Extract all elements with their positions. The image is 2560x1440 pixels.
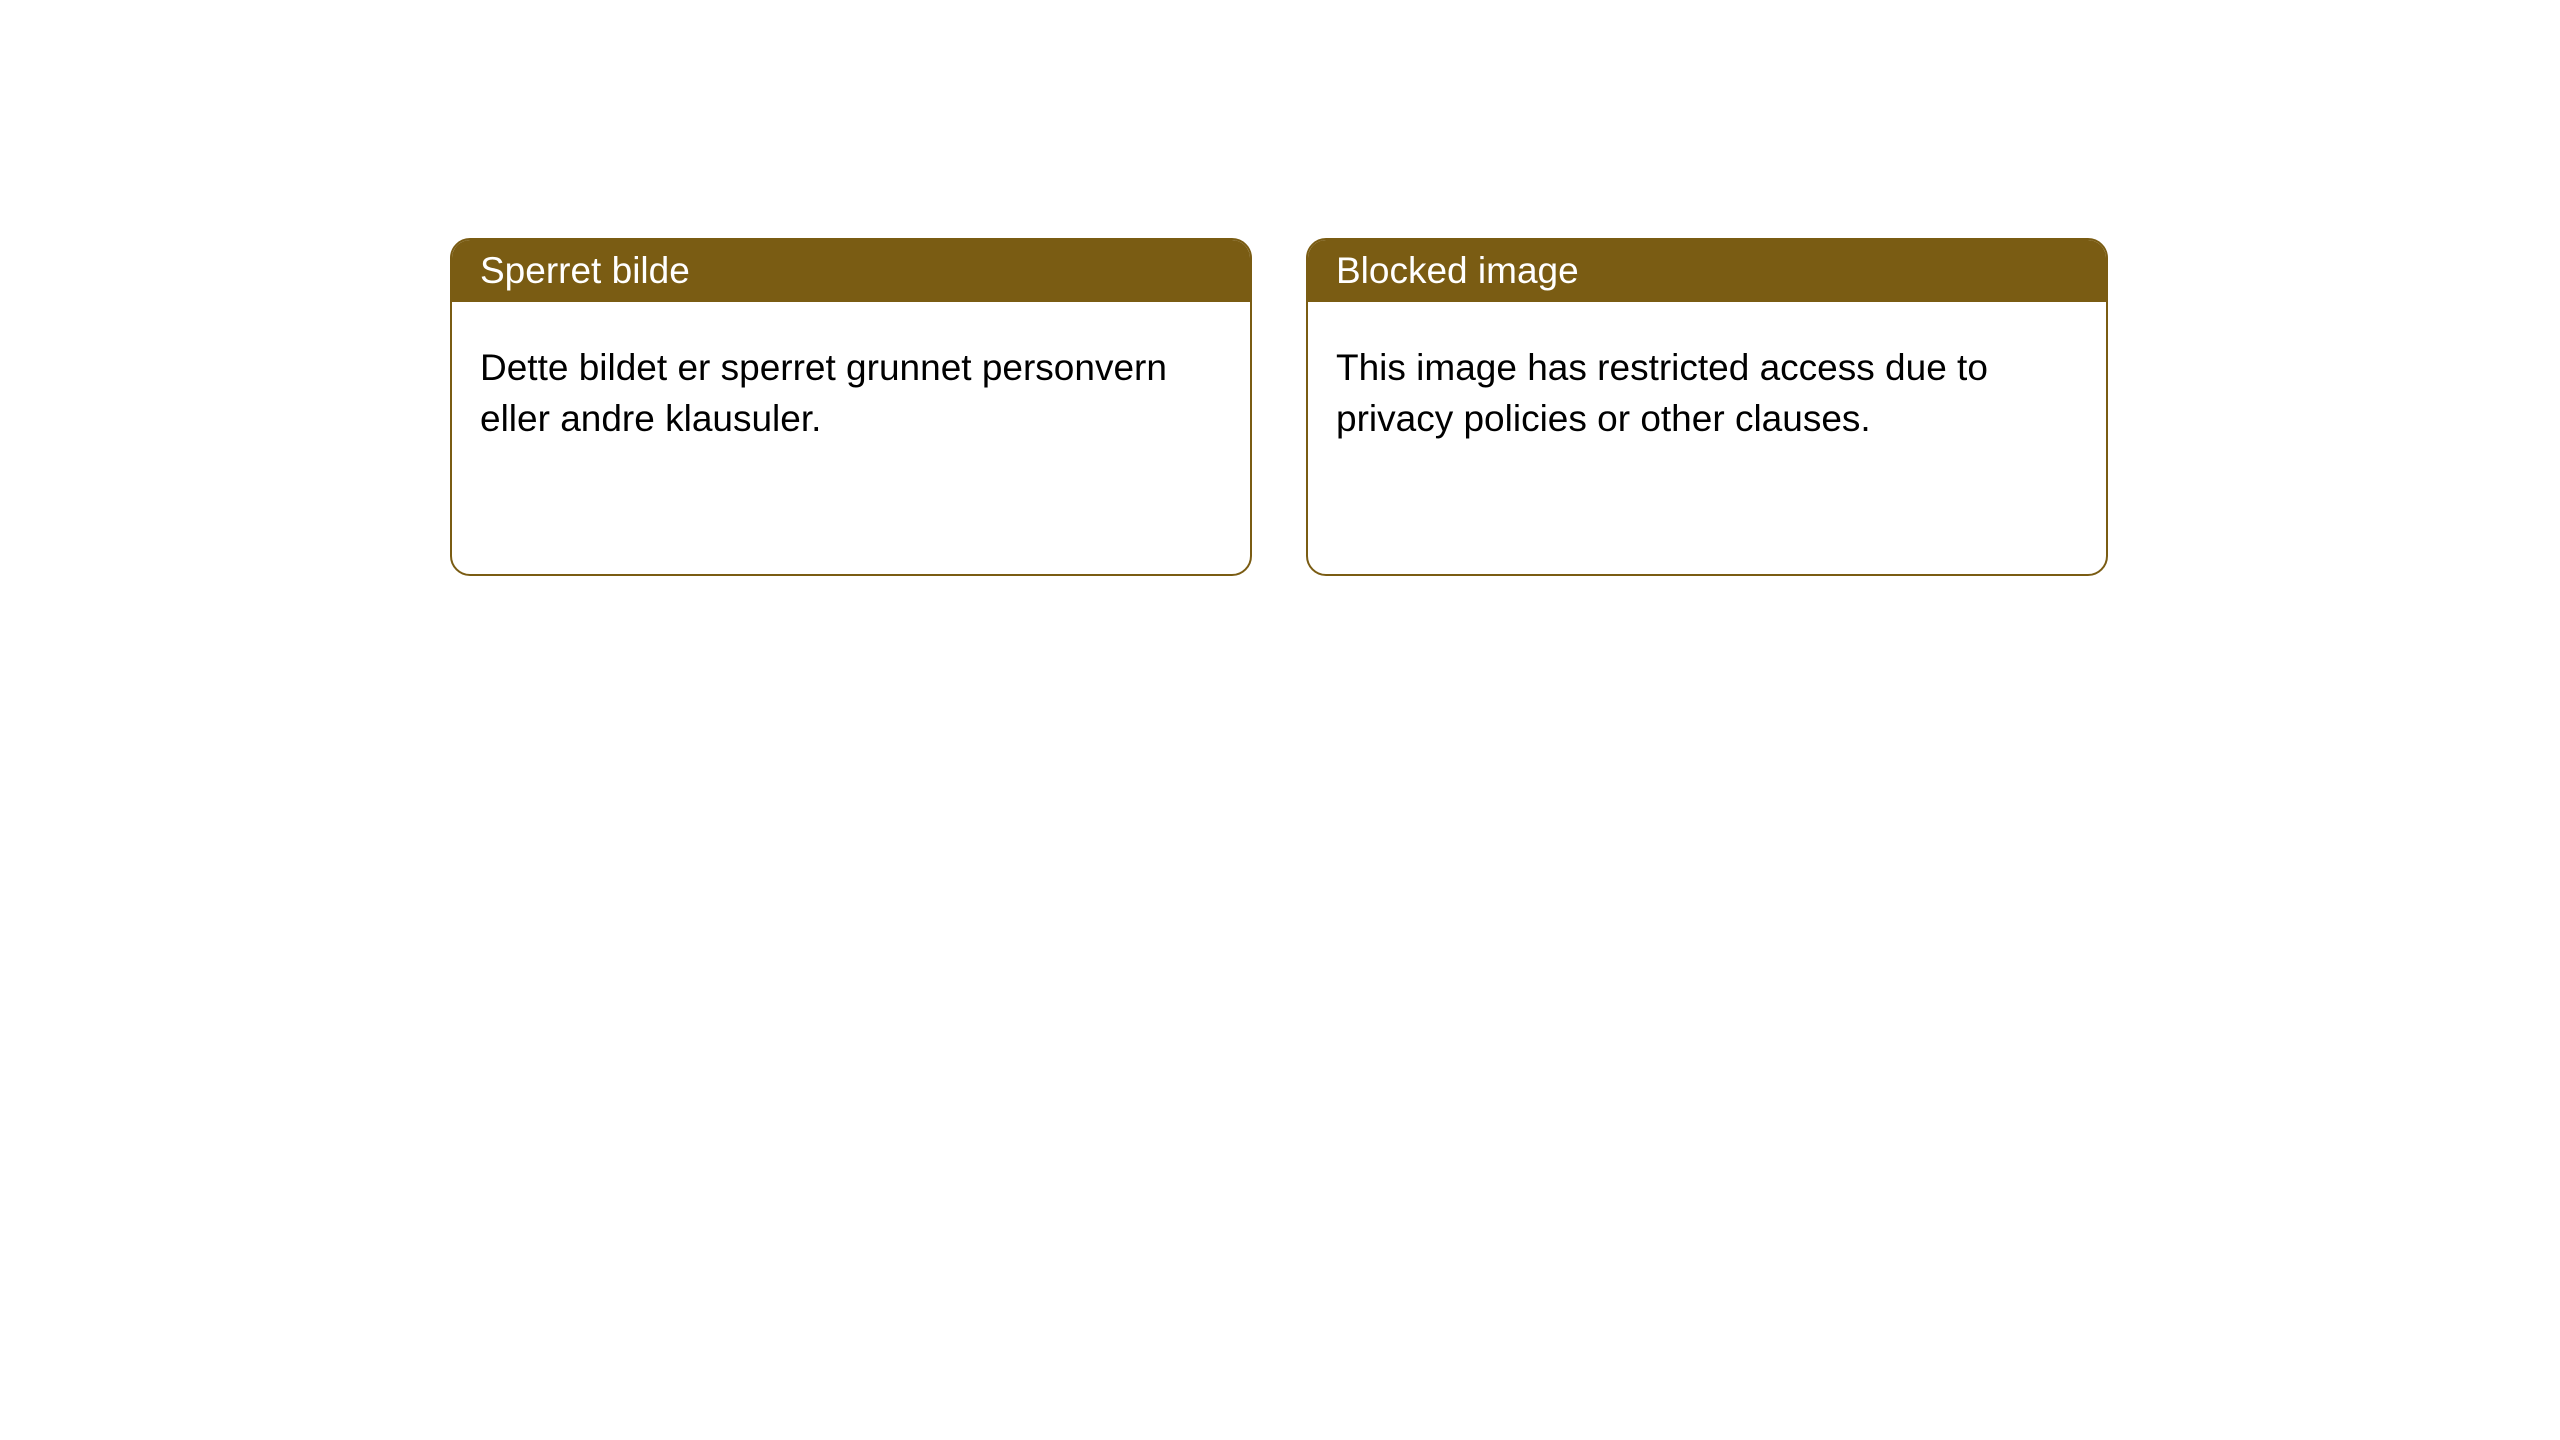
notice-header-english: Blocked image [1308,240,2106,302]
notice-container: Sperret bilde Dette bildet er sperret gr… [0,0,2560,576]
notice-box-english: Blocked image This image has restricted … [1306,238,2108,576]
notice-title-english: Blocked image [1336,250,1579,291]
notice-title-norwegian: Sperret bilde [480,250,690,291]
notice-text-english: This image has restricted access due to … [1336,347,1988,439]
notice-box-norwegian: Sperret bilde Dette bildet er sperret gr… [450,238,1252,576]
notice-text-norwegian: Dette bildet er sperret grunnet personve… [480,347,1167,439]
notice-body-english: This image has restricted access due to … [1308,302,2106,484]
notice-body-norwegian: Dette bildet er sperret grunnet personve… [452,302,1250,484]
notice-header-norwegian: Sperret bilde [452,240,1250,302]
